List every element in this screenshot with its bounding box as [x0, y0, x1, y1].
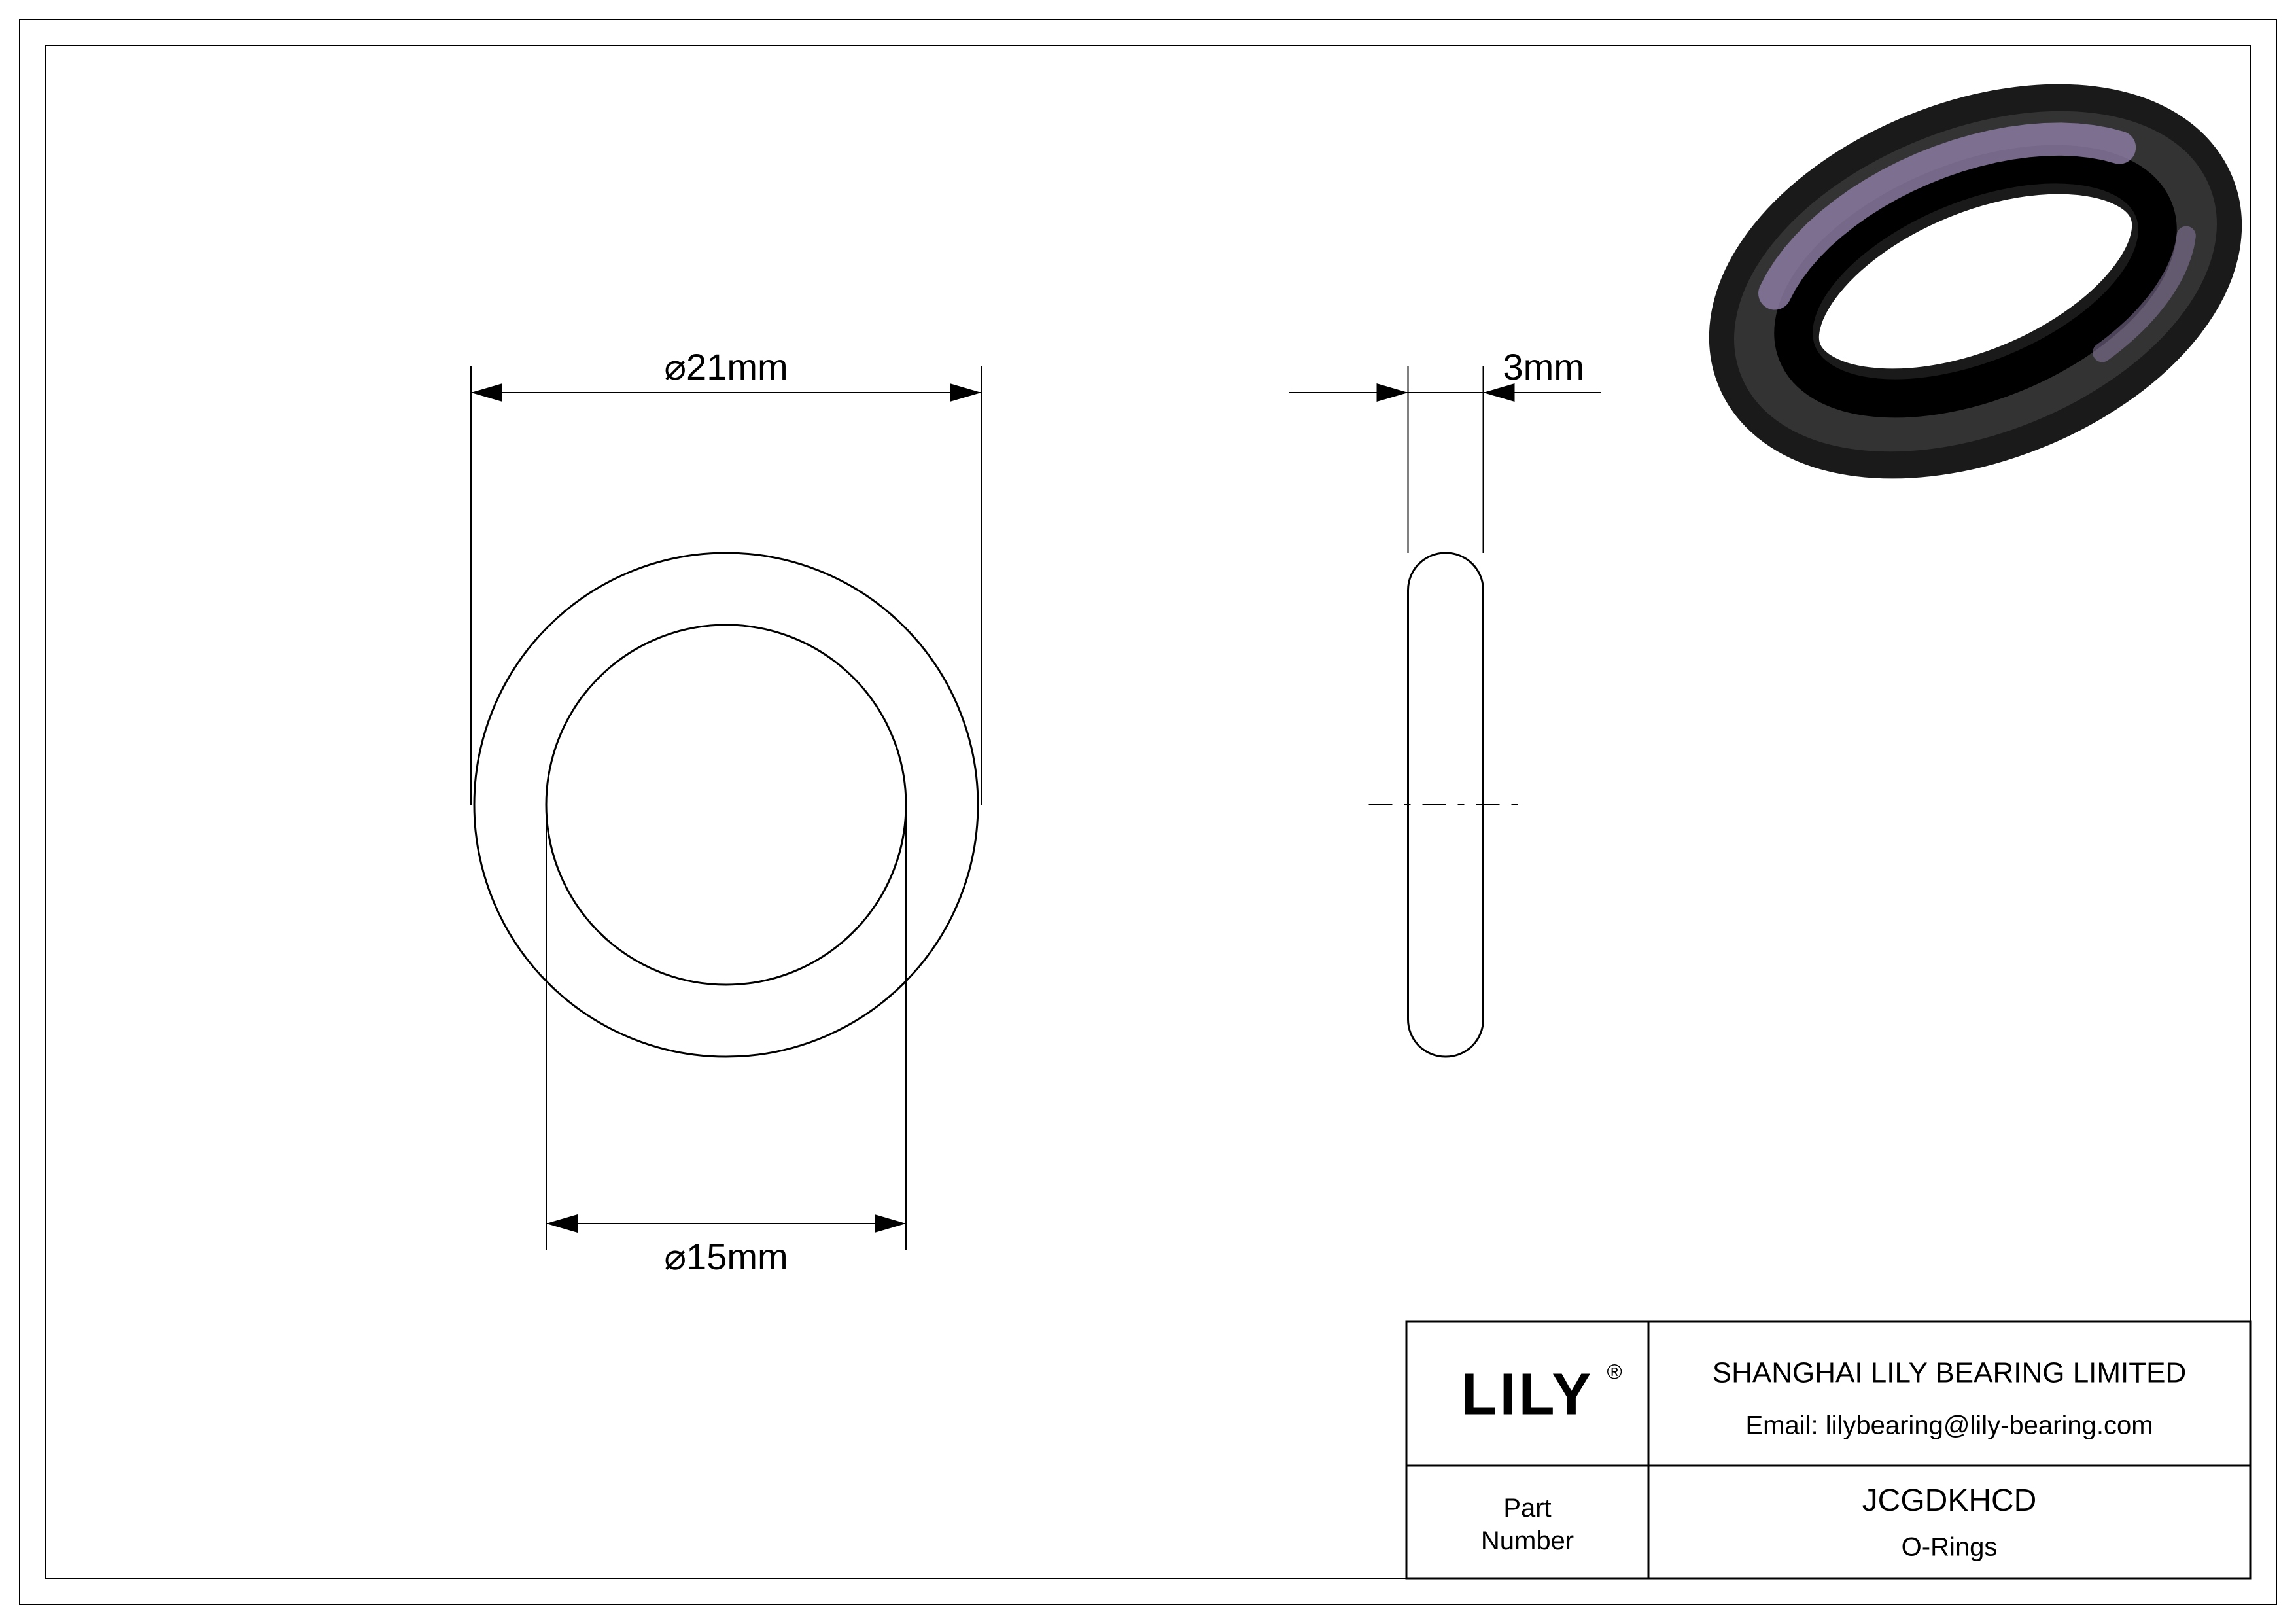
company-email: Email: lilybearing@lily-bearing.com: [1745, 1411, 2153, 1440]
part-number-label: Part: [1503, 1494, 1551, 1523]
part-description: O-Rings: [1902, 1533, 1998, 1562]
company-name: SHANGHAI LILY BEARING LIMITED: [1713, 1356, 2187, 1388]
outer-diameter-label: ⌀21mm: [664, 346, 788, 387]
registered-mark: ®: [1607, 1360, 1622, 1384]
oring-3d-render: [1686, 48, 2266, 514]
front-view: ⌀21mm ⌀15mm: [471, 346, 981, 1277]
thickness-label: 3mm: [1503, 346, 1584, 387]
inner-diameter-label: ⌀15mm: [664, 1236, 788, 1277]
inner-frame: [46, 46, 2250, 1578]
side-view: 3mm: [1289, 346, 1601, 1057]
drawing-sheet: ⌀21mm ⌀15mm 3mm LILY ® SHANGHAI LILY BEA…: [0, 0, 2296, 1624]
title-block: LILY ® SHANGHAI LILY BEARING LIMITED Ema…: [1406, 1322, 2250, 1578]
logo-text: LILY: [1461, 1362, 1594, 1428]
part-number-label-2: Number: [1481, 1527, 1574, 1555]
part-number-value: JCGDKHCD: [1862, 1483, 2037, 1518]
